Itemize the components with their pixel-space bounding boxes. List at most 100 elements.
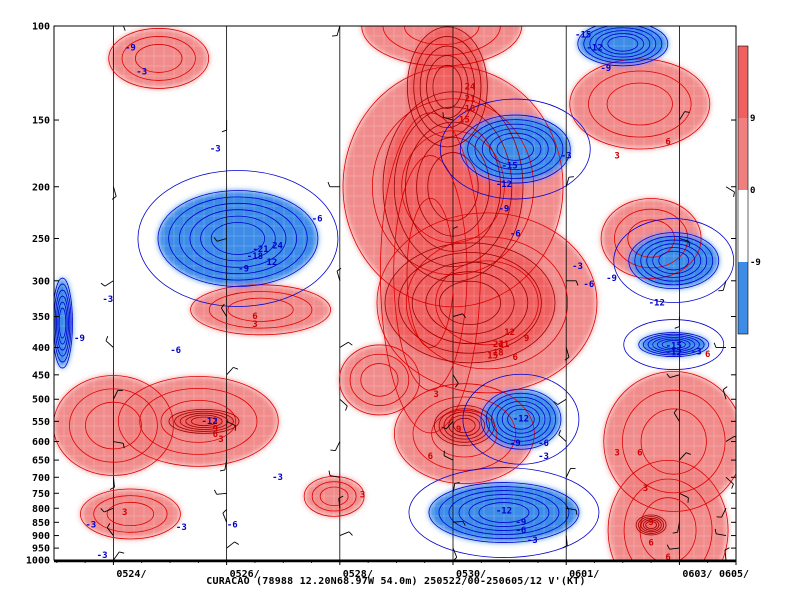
contour-label: -3 (176, 523, 187, 533)
contour-line (622, 389, 726, 494)
negative-fill (638, 332, 709, 357)
contour-line (382, 26, 501, 56)
positive-fill (608, 460, 729, 560)
contour-line (478, 502, 530, 523)
contour-line (467, 119, 564, 179)
wind-barb (222, 512, 228, 523)
wind-barb (716, 533, 727, 537)
contour-line (433, 405, 495, 446)
contour-label: -18 (247, 252, 263, 262)
wind-barb (226, 420, 236, 427)
contour-line (54, 283, 72, 363)
y-tick-label: 600 (32, 437, 50, 448)
contour-label: -3 (572, 262, 583, 272)
wind-barb-flag (220, 303, 225, 309)
contour-label: -3 (85, 521, 96, 531)
wind-barb (673, 412, 680, 422)
contour-line (54, 289, 71, 357)
contour-label: 6 (213, 430, 218, 440)
contour-line (613, 218, 735, 304)
wind-barb (565, 177, 570, 187)
contour-line (339, 344, 420, 416)
contour-line (496, 137, 535, 161)
contour-line (189, 209, 287, 268)
wind-barb (335, 441, 341, 451)
contour-line (382, 91, 524, 283)
wind-barb-flag (674, 326, 680, 329)
contour-line (647, 335, 700, 354)
wind-barb (106, 527, 114, 536)
y-tick-label: 300 (32, 276, 50, 287)
wind-barb (216, 492, 227, 495)
contour-label: 18 (493, 349, 504, 359)
contour-line (349, 353, 410, 406)
y-tick-label: 500 (32, 395, 50, 406)
contour-line (139, 387, 258, 455)
wind-barb-flag (213, 489, 218, 495)
contour-label: 24 (465, 82, 476, 92)
wind-barb-flag (558, 430, 561, 436)
positive-fill (339, 344, 420, 415)
contour-line (227, 297, 294, 322)
contour-line (468, 498, 540, 527)
contour-line (658, 250, 690, 271)
y-tick-label: 800 (32, 504, 50, 515)
wind-barb-flag (213, 237, 218, 242)
contour-line (601, 33, 645, 55)
contour-label: -12 (496, 180, 512, 190)
wind-barb (226, 367, 234, 376)
wind-barb (679, 111, 686, 121)
wind-barb (452, 547, 458, 558)
contour-label: -3 (136, 68, 147, 78)
strong-positive-fill (168, 409, 239, 434)
wind-barb-flag (122, 443, 125, 449)
contour-line (393, 383, 535, 485)
colorbar: 9 0 -9 (737, 45, 761, 335)
contour-label: -3 (538, 452, 549, 462)
contour-line (371, 98, 535, 276)
contour-line (652, 336, 696, 353)
wind-barb (722, 389, 727, 400)
contour-label: 6 (665, 138, 670, 148)
wind-barb (452, 483, 456, 494)
contour-label: -9 (510, 439, 521, 449)
contour-line (190, 416, 217, 427)
wind-barb (329, 475, 340, 478)
contour-line (376, 212, 598, 394)
contour-line (438, 280, 501, 325)
contour-line (174, 410, 234, 432)
contour-line (639, 497, 697, 560)
contour-line (459, 114, 571, 184)
wind-barb (565, 347, 570, 358)
wind-barb (669, 547, 680, 550)
contour-line (496, 400, 546, 438)
contour-line (634, 235, 714, 286)
y-tick-label: 550 (32, 417, 50, 428)
wind-barb-flag (575, 509, 578, 515)
contour-line (646, 243, 702, 278)
contour-line (411, 261, 529, 345)
contour-line (481, 128, 549, 170)
y-tick-label: 950 (32, 544, 50, 555)
wind-barb-flag (328, 470, 331, 476)
contour-line (168, 196, 308, 281)
wind-barb-flag (221, 129, 227, 133)
contour-label: -15 (501, 162, 517, 172)
contour-line (428, 482, 580, 543)
contour-line (185, 414, 223, 428)
wind-barb (443, 116, 454, 121)
wind-barb-flag (685, 452, 691, 455)
contour-line (137, 170, 339, 307)
wind-barb (113, 390, 119, 400)
contour-label: -3 (97, 551, 108, 561)
x-tick-label: 0605/ (719, 569, 749, 580)
y-tick-label: 150 (32, 116, 50, 127)
contour-label: -3 (561, 151, 572, 161)
contour-line (108, 28, 210, 89)
contour-label: -9 (74, 334, 85, 344)
contour-label: 9 (213, 424, 218, 434)
wind-barb (105, 340, 114, 348)
contour-label: 21 (465, 95, 476, 105)
wind-barb-flag (123, 26, 126, 31)
contour-line (606, 82, 673, 126)
